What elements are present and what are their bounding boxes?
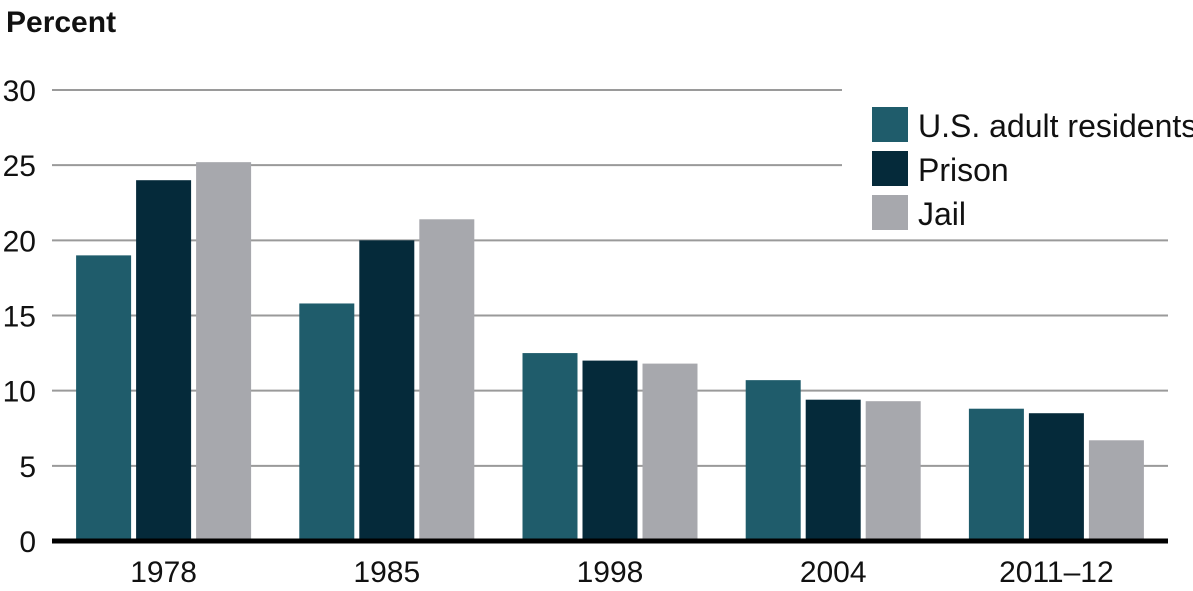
bar-jail-3 — [865, 401, 921, 541]
x-tick-labels: 1978 1985 1998 2004 2011–12 — [130, 556, 1113, 589]
bar-jail-4 — [1088, 440, 1144, 541]
x-tick-label: 1985 — [353, 556, 420, 589]
bar-prison-3 — [805, 399, 861, 541]
x-tick-label: 2004 — [800, 556, 867, 589]
bar-prison-1 — [359, 240, 415, 542]
legend-label: U.S. adult residents — [918, 108, 1193, 144]
legend-swatch — [872, 107, 908, 142]
bar-u-s-adult-residents-4 — [968, 408, 1024, 541]
legend-swatch — [872, 151, 908, 186]
bar-u-s-adult-residents-0 — [76, 255, 132, 541]
bars — [76, 162, 1144, 542]
y-tick-label: 0 — [19, 526, 36, 559]
bar-prison-0 — [136, 180, 192, 541]
bar-u-s-adult-residents-1 — [299, 303, 355, 541]
y-tick-label: 10 — [3, 376, 36, 409]
bar-jail-1 — [419, 219, 475, 541]
x-tick-label: 1998 — [577, 556, 644, 589]
bar-u-s-adult-residents-3 — [745, 380, 801, 541]
bar-jail-0 — [196, 162, 252, 541]
y-tick-label: 20 — [3, 225, 36, 258]
y-axis-label: Percent — [6, 6, 116, 39]
legend-label: Prison — [918, 152, 1009, 188]
bar-jail-2 — [642, 363, 698, 541]
bar-prison-4 — [1028, 413, 1084, 541]
x-tick-label: 2011–12 — [999, 556, 1114, 589]
legend-swatch — [872, 195, 908, 230]
y-tick-label: 25 — [3, 150, 36, 183]
legend: U.S. adult residents Prison Jail — [872, 107, 1193, 232]
y-tick-label: 5 — [19, 451, 36, 484]
y-tick-labels: 0 5 10 15 20 25 30 — [3, 75, 36, 559]
legend-label: Jail — [918, 196, 966, 232]
bar-prison-2 — [582, 360, 638, 541]
y-tick-label: 30 — [3, 75, 36, 108]
y-tick-label: 15 — [3, 301, 36, 334]
bar-u-s-adult-residents-2 — [522, 353, 578, 541]
x-tick-label: 1978 — [130, 556, 197, 589]
